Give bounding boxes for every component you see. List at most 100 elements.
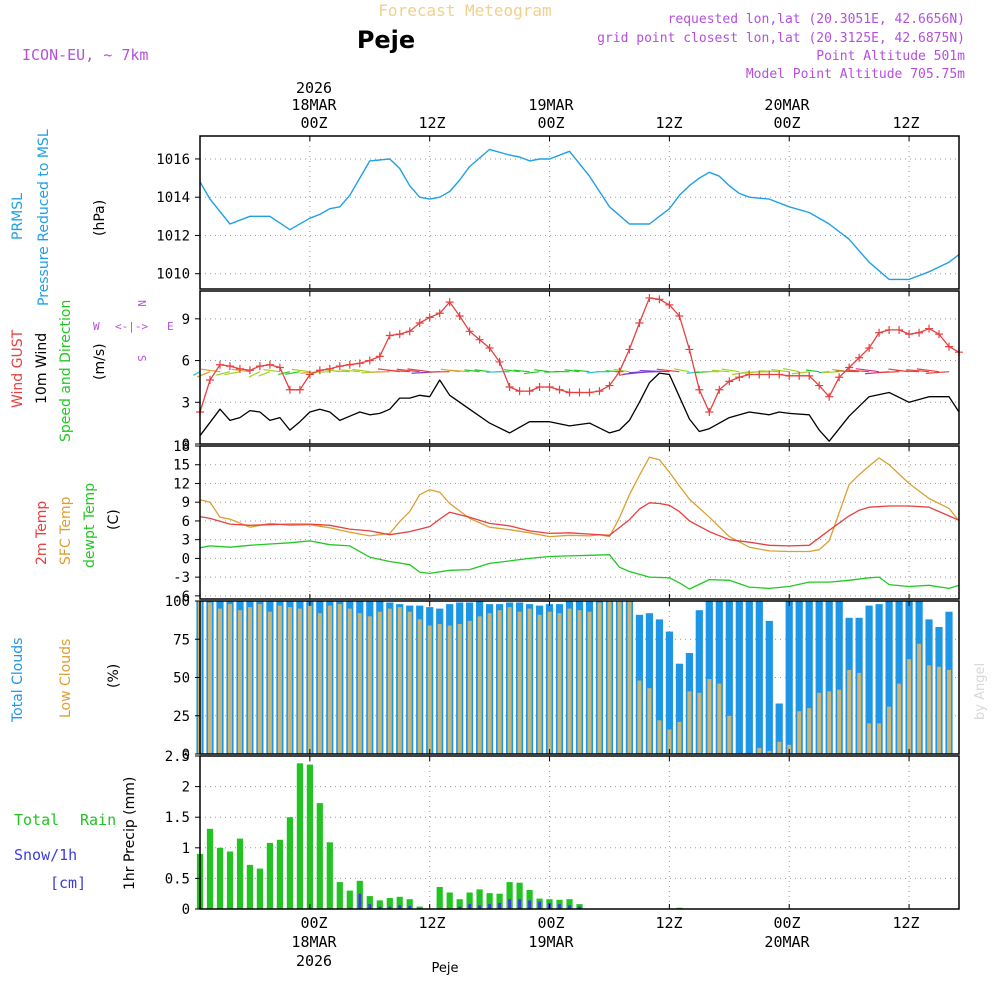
gust-marker xyxy=(675,312,684,321)
low-cloud-bar xyxy=(467,620,472,754)
wind-unit: (m/s) xyxy=(92,343,108,380)
low-cloud-bar xyxy=(287,607,292,754)
wind-arrow xyxy=(450,369,470,373)
wind-arrow xyxy=(564,369,580,373)
low-cloud-bar xyxy=(647,688,652,754)
wind-arrow xyxy=(331,370,350,373)
gust-marker xyxy=(745,370,754,379)
wind-arrow xyxy=(925,371,950,374)
pressure-label-0: PRMSL xyxy=(10,193,26,240)
total-cloud-bar xyxy=(875,604,883,754)
gust-marker xyxy=(645,293,654,302)
snow-bar xyxy=(478,905,481,909)
precip-panel xyxy=(196,763,683,909)
y-tick-label: 6 xyxy=(182,514,190,530)
bottom-hour-0: 00Z xyxy=(300,914,327,932)
cloud-unit: (%) xyxy=(106,664,122,688)
gust-marker xyxy=(815,381,824,390)
gust-marker xyxy=(235,364,244,373)
precip-label-total: Total xyxy=(14,811,59,829)
gust-marker xyxy=(895,325,904,334)
rain-bar xyxy=(456,899,463,909)
wind-arrow xyxy=(278,371,291,375)
gust-marker xyxy=(795,371,804,380)
location-title: Peje xyxy=(357,26,415,54)
low-cloud-bar xyxy=(277,605,282,754)
rain-bar xyxy=(256,868,263,909)
wind-arrow xyxy=(574,369,590,373)
low-cloud-bar xyxy=(727,715,732,755)
wind-arrow xyxy=(231,368,251,373)
rain-bar xyxy=(316,803,323,909)
wind-arrow xyxy=(835,370,860,373)
low-cloud-bar xyxy=(887,706,892,754)
rain-bar xyxy=(296,763,303,909)
rain-bar xyxy=(326,842,333,909)
total-cloud-bar xyxy=(885,601,893,754)
low-cloud-bar xyxy=(927,665,932,754)
pressure-labels: PRMSL Pressure Reduced to MSL (hPa) xyxy=(10,129,108,306)
snow-bar xyxy=(558,904,561,909)
y-tick-label: 100 xyxy=(165,594,190,610)
low-cloud-bar xyxy=(877,723,882,754)
top-hour-2: 00Z xyxy=(537,114,564,132)
bottom-hour-4: 00Z xyxy=(773,914,800,932)
low-cloud-bar xyxy=(297,608,302,754)
low-cloud-bar xyxy=(687,691,692,754)
wind-arrow xyxy=(639,369,670,373)
pressure-line xyxy=(199,148,960,281)
total-cloud-bar xyxy=(645,613,653,754)
wind-arrow xyxy=(201,368,221,373)
gust-marker xyxy=(775,370,784,379)
gust-marker xyxy=(415,318,424,327)
total-cloud-bar xyxy=(895,601,903,754)
top-hour-3: 12Z xyxy=(655,114,682,132)
gust-marker xyxy=(255,362,264,371)
total-cloud-bar xyxy=(795,601,803,754)
top-date-0: 18MAR xyxy=(291,96,337,114)
gust-marker xyxy=(245,366,254,375)
gust-marker xyxy=(845,363,854,372)
low-cloud-bar xyxy=(947,669,951,754)
rain-bar xyxy=(576,904,583,909)
y-tick-label: 1010 xyxy=(156,267,190,283)
gust-marker xyxy=(495,357,504,366)
low-cloud-bar xyxy=(697,692,702,754)
total-cloud-bar xyxy=(735,601,743,754)
rain-bar xyxy=(246,864,253,909)
gust-marker xyxy=(425,313,434,322)
wind-arrow xyxy=(407,368,430,373)
rain-bar xyxy=(406,899,413,909)
wind-label-0: Wind GUST xyxy=(10,329,26,408)
gust-marker xyxy=(365,356,374,365)
panel-frames: 10101012101410160369-6-30369121518025507… xyxy=(156,135,960,918)
gust-marker xyxy=(575,388,584,397)
total-cloud-bar xyxy=(695,610,703,754)
wind-arrow xyxy=(721,368,740,373)
low-cloud-bar xyxy=(307,605,312,754)
top-date-1: 19MAR xyxy=(528,96,574,114)
snow-bar xyxy=(578,906,581,909)
gust-marker xyxy=(615,367,624,376)
low-cloud-bar xyxy=(507,607,512,754)
snow-bar xyxy=(468,904,472,909)
wind-arrow xyxy=(396,368,420,373)
gust-marker xyxy=(345,360,354,369)
low-cloud-bar xyxy=(497,610,502,754)
low-cloud-bar xyxy=(837,689,842,754)
compass-s: S xyxy=(135,355,148,362)
low-cloud-bar xyxy=(317,613,322,754)
gust-marker xyxy=(685,345,694,354)
precip-unit: 1hr Precip (mm) xyxy=(122,777,138,890)
wind-arrow xyxy=(192,371,201,376)
low-cloud-bar xyxy=(657,720,662,754)
gust-marker xyxy=(505,382,514,391)
rain-bar xyxy=(266,842,273,909)
gust-marker xyxy=(655,295,664,304)
wind-arrow xyxy=(464,369,480,373)
low-cloud-bar xyxy=(327,605,332,754)
low-cloud-bar xyxy=(407,611,412,754)
low-cloud-bar xyxy=(597,602,602,754)
gust-marker xyxy=(215,360,224,369)
